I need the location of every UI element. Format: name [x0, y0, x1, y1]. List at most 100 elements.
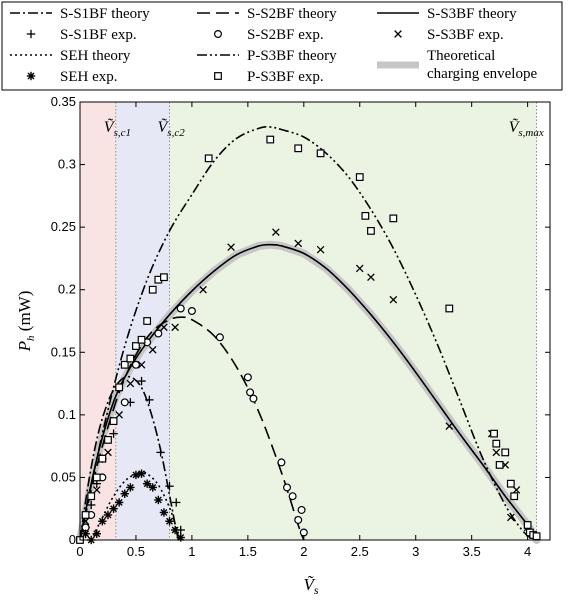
s-s3bf-exp-point-4 [126, 379, 135, 388]
theory-curve-p-s3bf-theory [79, 126, 534, 541]
seh-exp-point-15 [165, 517, 174, 526]
x-tick-label: 1 [188, 544, 195, 559]
legend-item-s-s3bf-exp-: S-S3BF exp. [394, 27, 504, 43]
seh-exp-point-14 [159, 508, 169, 517]
p-s3bf-exp-point-30 [510, 492, 519, 501]
p-s3bf-exp-point-27 [495, 461, 504, 469]
x-tick-label: 2.5 [351, 544, 369, 559]
legend-item-s-s1bf-exp-: S-S1BF exp. [26, 27, 137, 43]
y-tick-label: 0.15 [51, 344, 76, 359]
legend-label: P-S3BF exp. [247, 69, 324, 85]
y-tick-label: 0.05 [51, 469, 76, 484]
legend-label: S-S1BF exp. [60, 27, 137, 43]
p-s3bf-exp-point-34 [532, 532, 541, 541]
y-tick-label: 0.1 [58, 407, 76, 422]
p-s3bf-exp-point-26 [492, 439, 501, 448]
seh-exp-point-4 [103, 510, 113, 520]
y-tick-label: 0.3 [58, 157, 76, 172]
p-s3bf-exp-point-10 [132, 342, 140, 350]
seh-exp-point-3 [98, 517, 107, 526]
legend-label: S-S3BF theory [427, 6, 517, 22]
p-s3bf-exp-point-5 [104, 435, 112, 444]
legend-label: SEH exp. [60, 69, 118, 85]
s-s2bf-exp-point-15 [288, 492, 297, 501]
legend-label: P-S3BF theory [247, 48, 337, 64]
s-s3bf-exp-point-8 [171, 323, 179, 332]
plot-area: Ṽs,c1 Ṽs,c2 Ṽs,max 0 0.5 1 1.5 2 2.5 3 3.5 4 0 0.05 0.… [15, 94, 551, 597]
s-s2bf-exp-point-14 [283, 483, 292, 492]
x-tick-label: 3.5 [463, 544, 481, 559]
s-s3bf-exp-point-6 [148, 345, 157, 354]
seh-exp-point-10 [137, 469, 146, 478]
p-s3bf-exp-point-7 [115, 383, 124, 392]
legend-item-p-s3bf-exp-: P-S3BF exp. [214, 69, 324, 85]
x-tick-label: 4 [524, 544, 531, 559]
p-s3bf-exp-point-4 [98, 454, 107, 463]
p-s3bf-exp-point-9 [126, 354, 135, 363]
region-label-c2: Ṽs,c2 [158, 117, 186, 139]
s-s1bf-exp-point-1 [86, 500, 96, 510]
seh-exp-point-9 [131, 470, 141, 480]
y-tick-label: 0.2 [58, 282, 76, 297]
s-s3bf-exp-point-15 [367, 273, 375, 282]
p-s3bf-exp-point-29 [506, 479, 515, 488]
legend-item-p-s3bf-theory: P-S3BF theory [197, 48, 337, 64]
p-s3bf-exp-point-31 [523, 521, 532, 529]
p-s3bf-exp-point-20 [355, 173, 364, 181]
s-s3bf-exp-point-21 [507, 513, 515, 522]
legend-item-theoretical: Theoretical charging envelope [377, 48, 537, 82]
y-tick-label: 0.35 [51, 94, 76, 109]
s-s2bf-exp-point-4 [131, 360, 140, 369]
seh-exp-point-2 [92, 529, 101, 538]
p-s3bf-exp-point-25 [490, 429, 498, 438]
p-s3bf-exp-point-12 [143, 317, 152, 325]
s-s2bf-exp-point-12 [249, 394, 258, 403]
s-s1bf-exp-point-9 [165, 481, 174, 491]
legend-item-seh-theory: SEH theory [10, 48, 131, 64]
p-s3bf-exp-point-17 [266, 135, 275, 144]
seh-exp-point-5 [109, 504, 118, 513]
s-s2bf-exp-point-9 [215, 333, 224, 342]
s-s2bf-exp-point-8 [187, 306, 196, 315]
seh-exp-point-13 [154, 495, 163, 505]
theory-curve-s-s2bf-theory [79, 316, 305, 541]
s-s1bf-exp-point-7 [145, 395, 154, 405]
s-s3bf-exp-point-1 [92, 486, 101, 494]
s-s2bf-exp-point-17 [297, 505, 306, 514]
x-tick-label: 3 [412, 544, 419, 559]
seh-exp-point-7 [120, 489, 129, 498]
p-s3bf-exp-point-19 [316, 149, 325, 158]
legend-marker-plus [26, 29, 36, 39]
region-band-3 [169, 102, 537, 540]
legend-label: S-S3BF exp. [427, 27, 504, 43]
region-label-max: Ṽs,max [509, 117, 544, 139]
p-s3bf-exp-point-13 [148, 285, 157, 294]
theory-curve-s-s1bf-theory [79, 375, 180, 541]
legend: S-S1BF theory S-S2BF theory S-S3BF theory S… [1, 1, 563, 91]
p-s3bf-exp-point-6 [109, 417, 118, 426]
p-s3bf-exp-point-24 [445, 304, 454, 313]
theory-curve-seh-theory [90, 471, 182, 541]
legend-label: S-S2BF exp. [247, 27, 324, 43]
theory-curve-s-s3bf-theory [79, 243, 538, 541]
p-s3bf-exp-point-1 [81, 511, 90, 519]
y-tick-label: 0.25 [51, 219, 76, 234]
s-s1bf-exp-point-10 [172, 498, 181, 507]
legend-box [1, 1, 563, 91]
s-s3bf-exp-point-12 [294, 239, 303, 248]
plot-frame [79, 101, 551, 541]
p-s3bf-exp-point-28 [501, 448, 510, 457]
s-s2bf-exp-point-18 [299, 528, 308, 537]
s-s3bf-exp-point-11 [272, 228, 280, 236]
legend-marker-cross [394, 30, 402, 38]
seh-exp-point-17 [176, 533, 185, 542]
legend-label: S-S2BF theory [247, 6, 337, 22]
p-s3bf-exp-point-2 [87, 492, 96, 501]
legend-item-s-s1bf-theory: S-S1BF theory [10, 6, 150, 22]
s-s1bf-exp-point-8 [156, 448, 165, 457]
x-tick-label: 2 [300, 544, 307, 559]
legend-label-line2: charging envelope [427, 66, 537, 82]
s-s3bf-exp-point-22 [512, 486, 521, 494]
legend-label: SEH theory [60, 48, 131, 64]
